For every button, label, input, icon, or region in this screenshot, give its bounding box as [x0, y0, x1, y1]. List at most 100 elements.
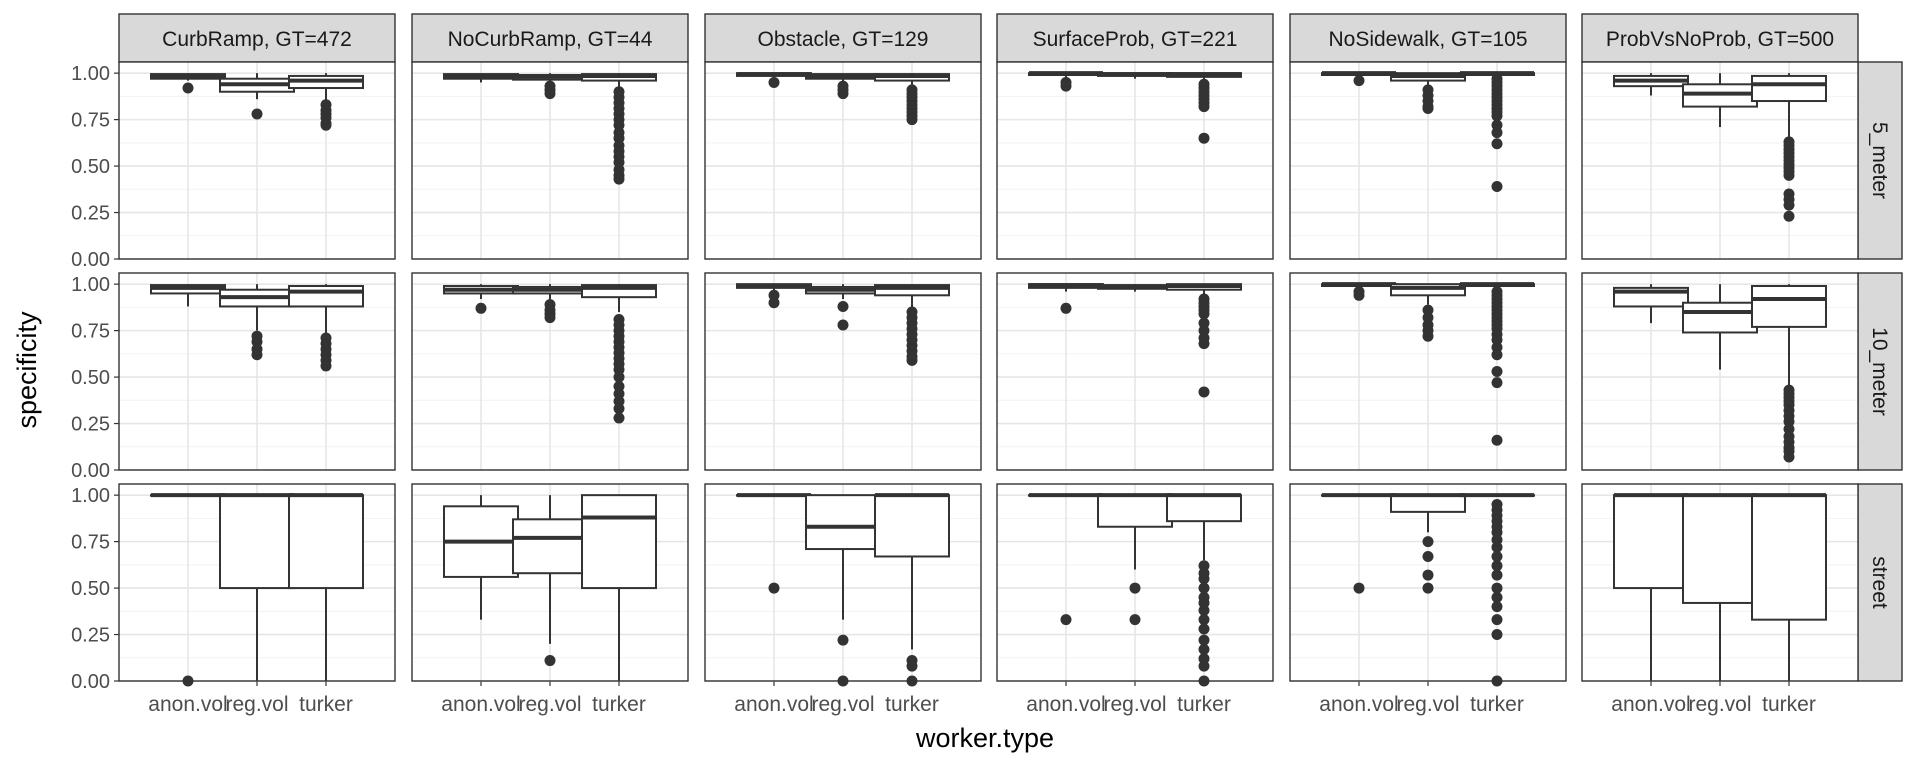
outlier-point [1422, 102, 1434, 114]
panel-border [1581, 272, 1859, 471]
outlier-point [1491, 569, 1503, 581]
outlier-point [906, 354, 918, 366]
outlier-point [1422, 569, 1434, 581]
facet-panel [118, 61, 396, 260]
y-tick-label: 0.75 [71, 110, 110, 132]
panel-border [1581, 61, 1859, 260]
outlier-point [768, 76, 780, 88]
outlier-point [1060, 302, 1072, 314]
facet-panel [118, 483, 396, 687]
box-iqr [1682, 494, 1758, 604]
outlier-point [768, 582, 780, 594]
y-tick-label: 0.75 [71, 321, 110, 343]
outlier-point [544, 88, 556, 100]
y-tick-label: 0.25 [71, 414, 110, 436]
box-iqr [581, 494, 657, 590]
panel-border [1289, 483, 1567, 682]
facet-panel [1581, 483, 1859, 682]
outlier-point [1129, 582, 1141, 594]
facet-panel [1581, 272, 1859, 471]
x-tick-label: reg.vol [225, 693, 288, 716]
box-iqr [1390, 494, 1466, 513]
outlier-point [1491, 377, 1503, 389]
x-tick-label: turker [1470, 693, 1524, 716]
outlier-point [1491, 591, 1503, 603]
facet-row-label: 10_meter [1868, 327, 1891, 416]
box-iqr [512, 518, 588, 575]
facet-row-label: 5_meter [1868, 122, 1891, 199]
box-iqr [874, 284, 950, 297]
facet-panel [704, 483, 982, 687]
x-tick-label: reg.vol [1688, 693, 1751, 716]
facet-panel [996, 61, 1274, 260]
outlier-point [1491, 366, 1503, 377]
outlier-point [1198, 643, 1210, 655]
outlier-point [613, 403, 625, 415]
x-tick-label: turker [1762, 693, 1816, 716]
box-iqr [1751, 74, 1827, 103]
y-tick-label: 0.50 [71, 367, 110, 389]
outlier-point [544, 312, 556, 324]
y-tick-label: 1.00 [71, 485, 110, 507]
facet-strip-column [1289, 13, 1567, 63]
outlier-point [837, 319, 849, 331]
outlier-point [837, 634, 849, 646]
outlier-point [1198, 660, 1210, 672]
facet-panel [704, 272, 982, 471]
panel-border [704, 61, 982, 260]
outlier-point [1491, 138, 1503, 150]
outlier-point [613, 173, 625, 185]
facet-column-label: NoCurbRamp, GT=44 [448, 28, 653, 51]
outlier-point [768, 297, 780, 309]
outlier-point [1491, 110, 1503, 122]
outlier-point [1491, 434, 1503, 446]
y-tick-label: 1.00 [71, 63, 110, 85]
facet-strip-column [1581, 13, 1859, 63]
outlier-point [1198, 338, 1210, 350]
x-tick-label: anon.vol [1611, 693, 1690, 716]
outlier-point [1129, 614, 1141, 626]
outlier-point [1783, 169, 1795, 181]
outlier-point [1060, 80, 1072, 92]
x-tick-label: reg.vol [1396, 693, 1459, 716]
y-tick-label: 0.25 [71, 203, 110, 225]
panel-border [704, 272, 982, 471]
y-tick-label: 0.50 [71, 156, 110, 178]
facet-strip-column [996, 13, 1274, 63]
outlier-point [1198, 623, 1210, 635]
x-tick-label: turker [1177, 693, 1231, 716]
box-iqr [288, 494, 364, 590]
box-iqr [1751, 285, 1827, 328]
outlier-point [251, 108, 263, 120]
x-tick-label: turker [885, 693, 939, 716]
outlier-point [1491, 127, 1503, 139]
box-iqr [874, 494, 950, 558]
facet-panel [1289, 61, 1567, 260]
panel-border [1581, 483, 1859, 682]
y-tick-label: 0.00 [71, 460, 110, 482]
outlier-point [1491, 349, 1503, 361]
box-iqr [1166, 494, 1242, 523]
facet-strip-column [704, 13, 982, 63]
box-iqr [219, 494, 295, 590]
outlier-point [1198, 386, 1210, 398]
outlier-point [320, 119, 332, 131]
outlier-point [1198, 308, 1210, 320]
x-tick-label: reg.vol [1103, 693, 1166, 716]
x-tick-label: anon.vol [734, 693, 813, 716]
outlier-point [1353, 582, 1365, 594]
y-tick-label: 0.50 [71, 578, 110, 600]
panel-border [118, 483, 396, 682]
facet-strip-row [1857, 272, 1903, 471]
outlier-point [1491, 560, 1503, 572]
facet-panel [118, 272, 396, 471]
x-tick-label: turker [299, 693, 353, 716]
y-tick-label: 0.75 [71, 532, 110, 554]
outlier-point [1198, 634, 1210, 646]
panel-border [118, 272, 396, 471]
facet-column-label: SurfaceProb, GT=221 [1033, 28, 1238, 51]
facet-panel [1289, 483, 1567, 687]
x-tick-label: anon.vol [441, 693, 520, 716]
facet-column-label: ProbVsNoProb, GT=500 [1606, 28, 1834, 51]
facet-panel [996, 272, 1274, 471]
